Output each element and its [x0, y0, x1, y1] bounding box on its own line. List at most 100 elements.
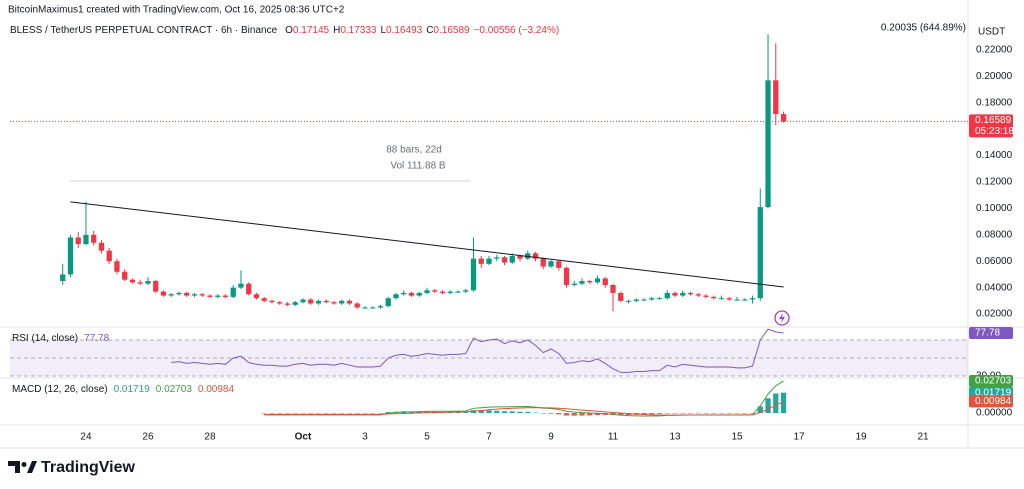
candle-body: [556, 261, 562, 268]
candle-body: [501, 257, 508, 263]
x-tick-label: 3: [362, 432, 368, 443]
trend-line: [70, 201, 784, 288]
candle-body: [246, 283, 252, 295]
histogram-bar: [579, 413, 585, 416]
candle-body: [424, 290, 430, 293]
ohlc-label: C: [426, 25, 433, 36]
y-tick-label: 0.20000: [976, 71, 1013, 82]
x-tick-label: 15: [731, 432, 743, 443]
candle-body: [215, 295, 221, 297]
histogram-bar: [370, 413, 376, 414]
candle-body: [432, 290, 438, 292]
histogram-bar: [525, 411, 531, 414]
candle-body: [494, 257, 500, 259]
histogram-bar: [563, 413, 570, 416]
candle-body: [129, 279, 136, 283]
histogram-bar: [532, 412, 539, 414]
candle-body: [331, 302, 337, 304]
candle-body: [641, 299, 647, 301]
brand-logo-mark: [8, 461, 20, 473]
x-tick-label: 9: [548, 432, 554, 443]
y-tick-label: 0.12000: [976, 177, 1013, 188]
histogram-bar: [540, 413, 546, 414]
histogram-bar: [284, 413, 291, 414]
candle-body: [284, 303, 291, 305]
candle-body: [509, 255, 515, 263]
candle-body: [122, 271, 128, 280]
candle-body: [393, 294, 399, 299]
candle-body: [618, 292, 624, 301]
histogram-bar: [703, 412, 709, 414]
histogram-bar: [339, 413, 345, 414]
candle-body: [98, 242, 105, 251]
candle-body: [664, 292, 670, 299]
candle-body: [563, 267, 570, 286]
y-tick-label: 0.04000: [976, 282, 1013, 293]
candle-body: [354, 303, 360, 308]
indicator-value: 0.00984: [198, 384, 235, 395]
histogram-bar: [711, 412, 717, 414]
y-tick-label: 0.10000: [976, 203, 1013, 214]
y-tick-label: 0.06000: [976, 256, 1013, 267]
last-price-box: [969, 114, 1013, 138]
candle-body: [486, 258, 492, 264]
ohlc-value: 0.17145: [293, 25, 330, 36]
indicator-header: RSI (14, close) 77.78: [12, 333, 110, 344]
y-tick-label: 0.02000: [976, 309, 1013, 320]
value-box-label: 77.78: [975, 328, 1000, 339]
histogram-bar: [718, 412, 725, 414]
candle-body: [571, 283, 577, 286]
indicator-header: MACD (12, 26, close) 0.01719 0.02703 0.0098…: [12, 384, 234, 395]
x-tick-label: 26: [142, 432, 154, 443]
change: −0.00556 (−3.24%): [474, 25, 560, 36]
x-tick-label: 24: [80, 432, 92, 443]
countdown: 05:23:18: [975, 126, 1014, 137]
histogram-bar: [478, 410, 484, 414]
value-box: [969, 375, 1013, 388]
histogram-bar: [308, 413, 314, 414]
candle-body: [718, 298, 725, 300]
histogram-bar: [726, 412, 732, 414]
y-tick-label: 0.00000: [976, 408, 1013, 419]
candle-body: [106, 250, 112, 262]
candle-body: [191, 294, 198, 296]
y-tick-label: 0.22000: [976, 45, 1013, 56]
candle-body: [230, 287, 236, 297]
candle-body: [532, 253, 539, 259]
candle-body: [292, 302, 298, 305]
candle-body: [401, 292, 407, 295]
candle-body: [199, 294, 205, 296]
candle-body: [370, 307, 376, 309]
candle-body: [579, 281, 585, 284]
histogram-bar: [594, 413, 601, 416]
candle-body: [765, 80, 771, 208]
ohlc-label: O: [285, 25, 293, 36]
candle-body: [587, 281, 593, 283]
candle-body: [168, 294, 174, 296]
value-box-label: 0.00984: [975, 396, 1012, 407]
candle-body: [362, 307, 368, 309]
histogram-bar: [362, 413, 368, 414]
histogram-bar: [346, 413, 353, 414]
histogram-bar: [664, 413, 670, 414]
histogram-bar: [757, 406, 763, 414]
candle-body: [238, 283, 244, 288]
candle-body: [75, 237, 81, 245]
indicator-value: 77.78: [84, 333, 109, 344]
candle-body: [625, 300, 632, 302]
candle-body: [160, 291, 167, 296]
histogram-bar: [773, 393, 779, 414]
indicator-line: [264, 400, 784, 416]
currency: USDT: [978, 27, 1005, 38]
candle-body: [114, 261, 120, 272]
histogram-bar: [734, 412, 740, 414]
candle-body: [711, 296, 717, 299]
histogram-bar: [695, 412, 701, 414]
candle-body: [60, 274, 66, 282]
histogram-bar: [292, 413, 298, 414]
indicator-line: [171, 328, 784, 373]
value-box-label: 0.01719: [975, 387, 1012, 398]
candle-body: [222, 295, 229, 297]
histogram-bar: [649, 413, 655, 415]
